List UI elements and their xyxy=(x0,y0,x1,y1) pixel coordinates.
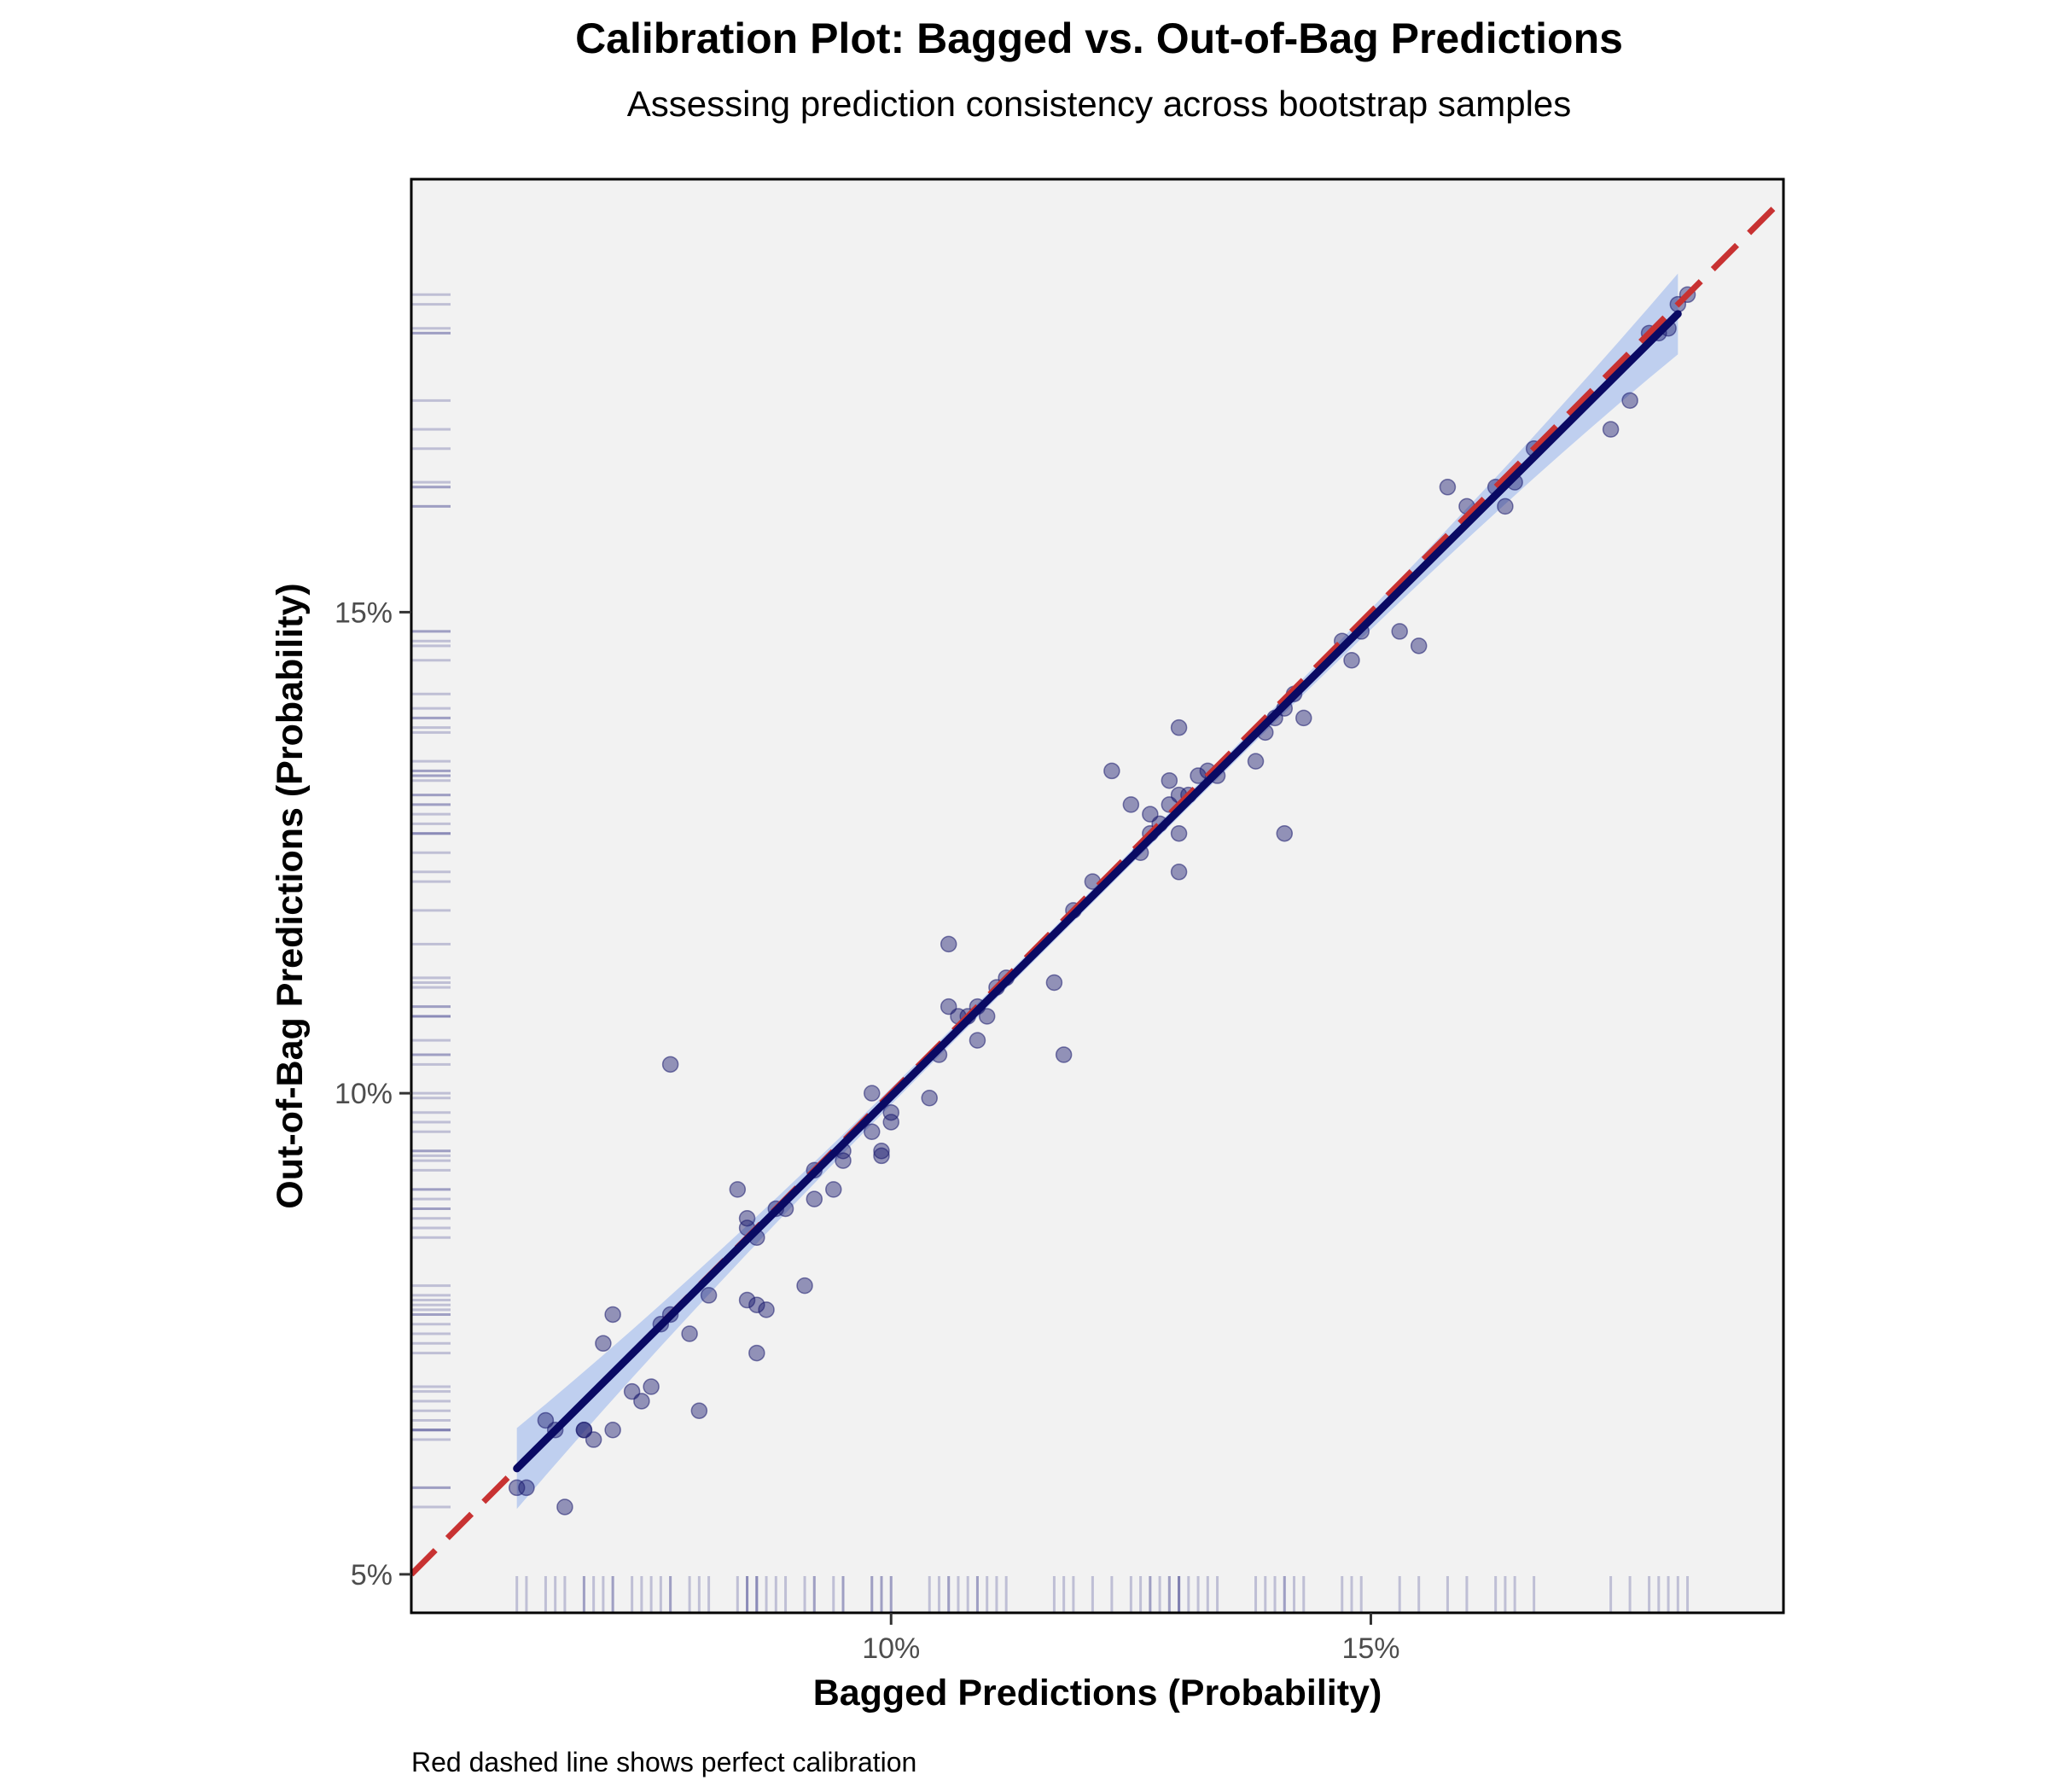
data-point-19 xyxy=(700,1287,718,1304)
data-point-58 xyxy=(1122,796,1140,813)
y-axis-title: Out-of-Bag Predictions (Probability) xyxy=(270,583,311,1208)
data-point-12 xyxy=(633,1393,650,1410)
data-point-33 xyxy=(825,1181,842,1198)
data-point-73 xyxy=(1247,753,1265,770)
data-point-36 xyxy=(863,1085,881,1102)
data-point-39 xyxy=(873,1147,890,1165)
data-point-84 xyxy=(1410,637,1428,655)
chart-caption: Red dashed line shows perfect calibratio… xyxy=(411,1747,916,1777)
data-point-49 xyxy=(969,1032,986,1049)
chart-subtitle: Assessing prediction consistency across … xyxy=(627,84,1572,124)
data-point-83 xyxy=(1391,623,1408,640)
data-point-13 xyxy=(643,1378,660,1395)
y-rug xyxy=(411,293,451,1509)
data-point-76 xyxy=(1276,824,1294,842)
x-rug xyxy=(515,1576,1690,1613)
y-tick-label-0: 5% xyxy=(351,1559,393,1591)
data-point-10 xyxy=(604,1306,621,1324)
data-point-63 xyxy=(1161,771,1178,789)
x-axis-ticks: 10% 15% xyxy=(862,1613,1400,1665)
data-point-92 xyxy=(1621,392,1638,410)
data-point-18 xyxy=(690,1402,708,1419)
x-tick-label-1: 15% xyxy=(1341,1632,1399,1665)
data-point-35 xyxy=(835,1152,852,1169)
data-point-38 xyxy=(873,1143,890,1160)
data-point-42 xyxy=(921,1090,938,1107)
data-point-22 xyxy=(738,1209,756,1227)
data-point-53 xyxy=(1045,974,1063,992)
x-axis-title: Bagged Predictions (Probability) xyxy=(813,1673,1382,1713)
data-point-81 xyxy=(1343,652,1360,669)
panel-border xyxy=(410,177,1785,1615)
data-point-16 xyxy=(661,1056,679,1073)
data-point-66 xyxy=(1170,824,1188,842)
data-point-40 xyxy=(882,1114,899,1131)
y-tick-label-2: 15% xyxy=(335,596,393,629)
data-point-8 xyxy=(595,1335,612,1353)
data-point-4 xyxy=(556,1498,573,1516)
data-point-27 xyxy=(758,1301,775,1318)
data-point-9 xyxy=(604,1422,621,1439)
data-point-85 xyxy=(1439,479,1457,496)
data-point-1 xyxy=(518,1479,535,1497)
plot-layer xyxy=(411,196,1783,1577)
data-point-65 xyxy=(1170,719,1188,736)
data-point-30 xyxy=(796,1277,813,1295)
y-tick-label-1: 10% xyxy=(335,1078,393,1110)
data-point-79 xyxy=(1295,709,1312,727)
data-point-54 xyxy=(1055,1046,1073,1063)
data-point-41 xyxy=(882,1103,899,1121)
data-point-20 xyxy=(729,1181,747,1198)
data-point-50 xyxy=(978,1008,996,1025)
data-point-91 xyxy=(1602,421,1620,438)
data-point-7 xyxy=(585,1431,602,1448)
data-point-32 xyxy=(806,1190,823,1207)
data-point-24 xyxy=(748,1296,765,1313)
data-point-37 xyxy=(863,1123,881,1140)
data-point-88 xyxy=(1497,497,1514,515)
chart-title: Calibration Plot: Bagged vs. Out-of-Bag … xyxy=(575,15,1623,62)
data-point-0 xyxy=(508,1479,526,1497)
data-point-44 xyxy=(940,935,957,953)
x-tick-label-0: 10% xyxy=(862,1632,920,1665)
y-axis-ticks: 5% 10% 15% xyxy=(335,596,411,1591)
data-point-17 xyxy=(681,1325,698,1342)
fitted-trend-line xyxy=(513,310,1682,1473)
data-point-26 xyxy=(748,1344,765,1362)
data-point-67 xyxy=(1170,864,1188,881)
data-point-23 xyxy=(738,1291,756,1309)
data-point-57 xyxy=(1103,762,1120,780)
